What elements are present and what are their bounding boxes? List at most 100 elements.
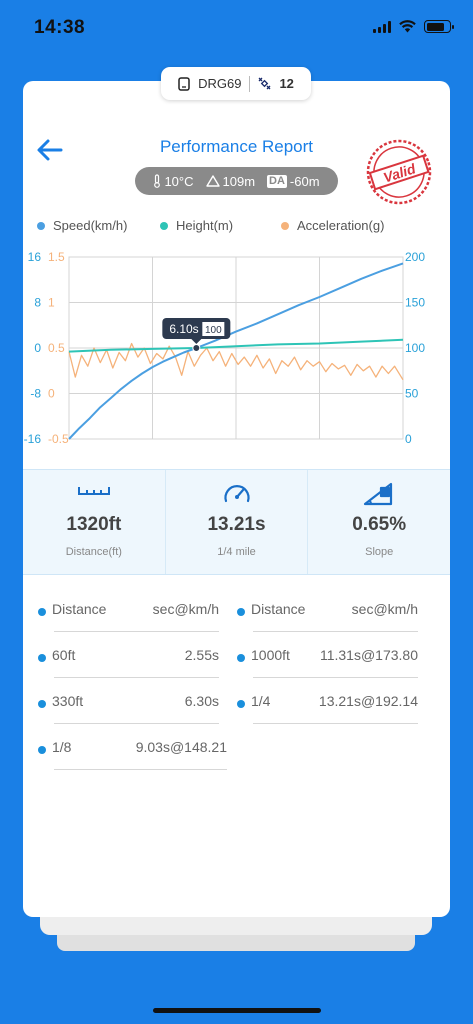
- split-value: 9.03s@148.21: [135, 739, 227, 755]
- row-divider: [54, 769, 227, 770]
- split-value: 2.55s: [184, 647, 219, 663]
- right-tick-label: 150: [405, 296, 425, 310]
- tooltip-pointer: [191, 339, 202, 344]
- bullet-dot: [38, 700, 46, 708]
- split-row-330ft: 330ft 6.30s: [38, 688, 219, 733]
- bullet-dot: [237, 700, 245, 708]
- slope-icon: [364, 482, 393, 506]
- splits-header-left: Distance sec@km/h: [38, 596, 219, 641]
- split-row-eighth: 1/8 9.03s@148.21: [38, 734, 227, 779]
- split-label: 60ft: [52, 647, 76, 663]
- bullet-dot: [38, 746, 46, 754]
- back-arrow-icon[interactable]: [35, 137, 65, 163]
- left-outer-tick-label: -16: [24, 432, 42, 446]
- tooltip-value-box: [202, 322, 225, 336]
- wifi-icon: [399, 20, 416, 33]
- density-altitude-item: DA -60m: [267, 174, 320, 189]
- page-title: Performance Report: [159, 137, 314, 156]
- row-divider: [253, 631, 418, 632]
- tooltip-value: 100: [205, 325, 222, 336]
- legend-height-dot: [160, 221, 168, 230]
- row-divider: [54, 677, 219, 678]
- stat-quarter-mile: 13.21s 1/4 mile: [166, 470, 309, 574]
- stat-distance: 1320ft Distance(ft): [23, 470, 166, 574]
- bullet-dot: [237, 654, 245, 662]
- left-outer-tick-label: 8: [34, 296, 41, 310]
- left-outer-tick-label: 0: [34, 341, 41, 355]
- left-outer-tick-label: 16: [28, 250, 42, 264]
- row-divider: [54, 723, 219, 724]
- stat-slope-value: 0.65%: [352, 514, 407, 535]
- split-label: 1/4: [251, 693, 271, 709]
- report-card: Performance Report Valid 10°C 109m DA -6…: [23, 81, 450, 917]
- device-info-pill[interactable]: DRG69 12: [161, 67, 311, 100]
- legend-speed-dot: [37, 221, 45, 230]
- splits-header-value: sec@km/h: [152, 601, 219, 617]
- speedometer-icon: [223, 485, 250, 503]
- cellular-signal-icon: [373, 20, 391, 33]
- tooltip-marker: [192, 344, 201, 352]
- split-value: 11.31s@173.80: [319, 647, 418, 663]
- split-label: 1000ft: [251, 647, 290, 663]
- left-inner-tick-label: 0: [48, 387, 55, 401]
- left-inner-tick-label: -0.5: [48, 432, 69, 446]
- device-icon: [178, 76, 190, 91]
- performance-chart[interactable]: 16 8 0 -8 -16 1.5 1 0.5 0 -0.5 200 150 100 50 0 6.10s 10…: [23, 243, 450, 458]
- acceleration-series-line: [68, 342, 404, 381]
- splits-header-right: Distance sec@km/h: [237, 596, 418, 641]
- legend-acceleration[interactable]: Acceleration(g): [281, 218, 384, 233]
- stats-panel: 1320ft Distance(ft) 13.21s 1/4 mile 0.65…: [23, 469, 450, 575]
- temperature-value: 10°C: [164, 173, 194, 189]
- right-tick-label: 50: [405, 387, 419, 401]
- tooltip-time: 6.10s: [169, 322, 198, 336]
- legend-height[interactable]: Height(m): [160, 218, 233, 233]
- satellite-icon: [258, 77, 271, 90]
- left-outer-tick-label: -8: [30, 387, 41, 401]
- left-inner-tick-label: 1.5: [48, 250, 65, 264]
- stat-quarter-mile-label: 1/4 mile: [217, 546, 256, 558]
- satellite-count: 12: [279, 76, 294, 91]
- splits-header-label: Distance: [251, 601, 306, 617]
- split-value: 13.21s@192.14: [318, 693, 418, 709]
- split-row-quarter: 1/4 13.21s@192.14: [237, 688, 418, 733]
- right-tick-label: 0: [405, 432, 412, 446]
- conditions-pill: 10°C 109m DA -60m: [135, 167, 338, 195]
- height-series-line: [68, 338, 404, 353]
- thermometer-icon: [154, 174, 161, 188]
- legend-height-label: Height(m): [176, 218, 234, 233]
- ruler-icon: [77, 487, 110, 495]
- bullet-dot: [38, 608, 46, 616]
- stat-slope: 0.65% Slope: [308, 470, 450, 574]
- right-tick-label: 200: [405, 250, 425, 264]
- row-divider: [253, 723, 418, 724]
- battery-icon: [424, 20, 454, 33]
- valid-stamp: Valid: [366, 139, 432, 205]
- split-label: 330ft: [52, 693, 84, 709]
- da-badge: DA: [267, 174, 287, 188]
- altitude-item: 109m: [205, 174, 255, 189]
- legend-speed-label: Speed(km/h): [53, 218, 128, 233]
- split-row-60ft: 60ft 2.55s: [38, 642, 219, 687]
- legend-acceleration-dot: [281, 221, 289, 230]
- stat-distance-label: Distance(ft): [65, 546, 122, 558]
- stat-quarter-mile-value: 13.21s: [207, 514, 266, 535]
- legend-speed[interactable]: Speed(km/h): [37, 218, 127, 233]
- row-divider: [54, 631, 219, 632]
- row-divider: [253, 677, 418, 678]
- split-label: 1/8: [52, 739, 72, 755]
- chart-legend: Speed(km/h) Height(m) Acceleration(g): [23, 218, 450, 238]
- home-indicator[interactable]: [153, 1008, 321, 1013]
- status-icons: [373, 20, 454, 33]
- bullet-dot: [38, 654, 46, 662]
- right-tick-label: 100: [405, 341, 425, 355]
- temperature-item: 10°C: [153, 173, 194, 189]
- splits-header-label: Distance: [52, 601, 107, 617]
- device-name: DRG69: [198, 76, 242, 91]
- stat-slope-label: Slope: [365, 546, 394, 558]
- splits-header-value: sec@km/h: [351, 601, 418, 617]
- split-row-1000ft: 1000ft 11.31s@173.80: [237, 642, 418, 687]
- split-value: 6.30s: [184, 693, 219, 709]
- left-inner-tick-label: 1: [48, 296, 55, 310]
- status-bar: 14:38: [0, 0, 473, 58]
- stat-distance-value: 1320ft: [66, 514, 122, 535]
